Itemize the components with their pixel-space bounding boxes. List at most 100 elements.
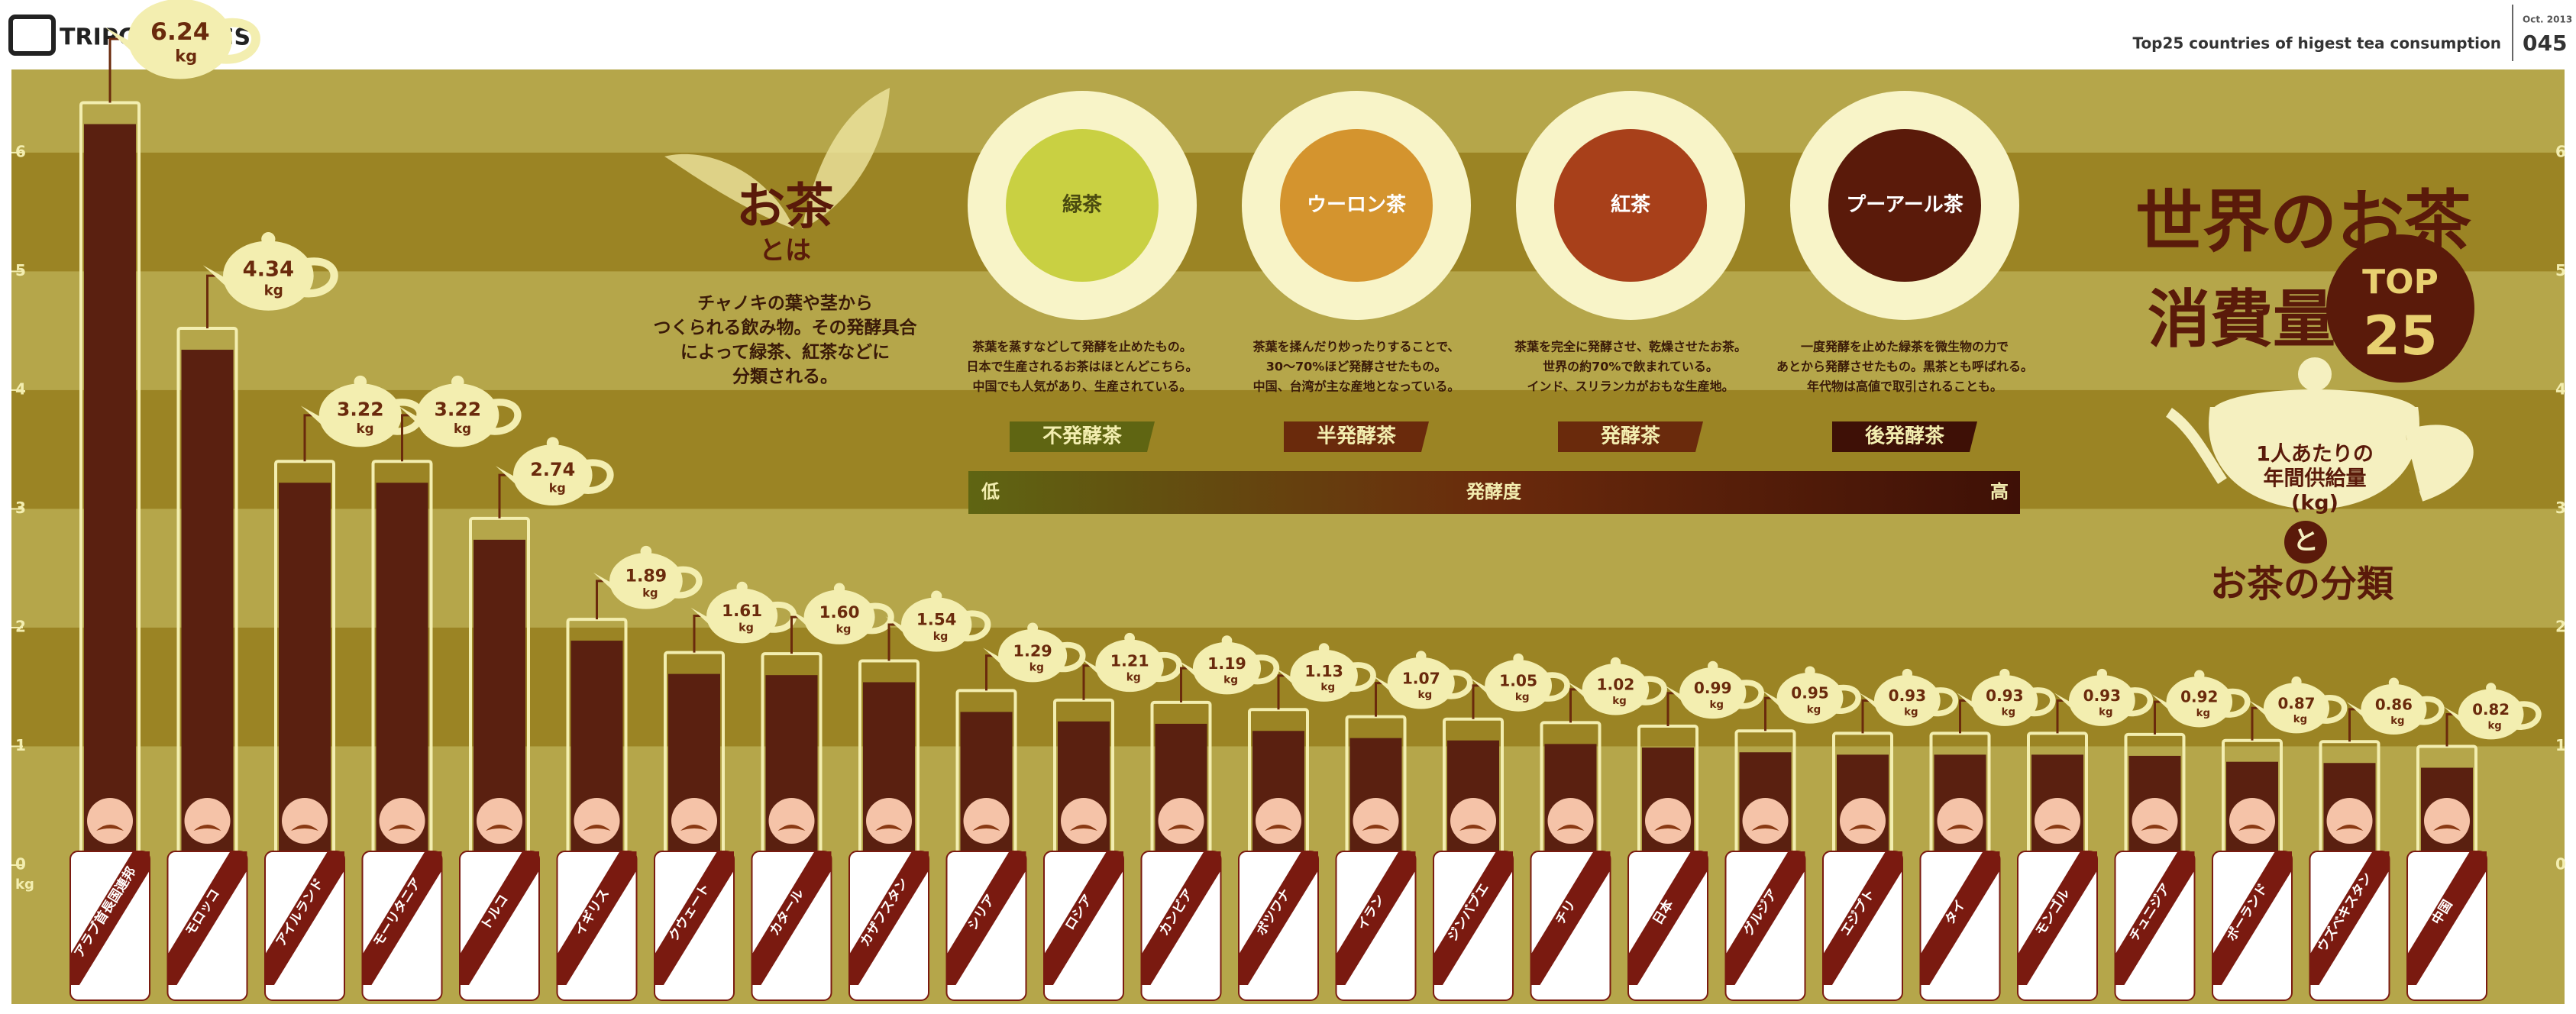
teapot-handle (1543, 672, 1570, 702)
panel-line: 年間供給量 (2264, 467, 2367, 491)
figure-head (379, 798, 425, 844)
value-label: 4.34 (243, 258, 295, 282)
y-tick-label-right: 2 (2555, 617, 2566, 635)
figure-head (1742, 798, 1789, 844)
panel-teapot (2165, 407, 2474, 509)
teapot-handle (219, 18, 260, 64)
unit-label: kg (1612, 696, 1627, 707)
teapot (223, 241, 314, 311)
teapot-spout (496, 466, 522, 491)
teapot (512, 444, 593, 506)
teapot-spout (983, 647, 1007, 670)
tea-stream (2251, 706, 2259, 741)
tea-description: 世界の約70%で飲まれている。 (1543, 360, 1718, 374)
teapot-knob (1027, 622, 1039, 634)
figure-head (1645, 798, 1691, 844)
value-label: 6.24 (150, 18, 210, 46)
figure-mustache (2238, 825, 2266, 831)
tea-liquid (1006, 129, 1159, 282)
figure-mustache (1265, 825, 1292, 831)
value-label: 1.21 (1110, 652, 1149, 670)
tea-description: 茶葉を揉んだり炒ったりすることで、 (1252, 340, 1460, 354)
figure-head (963, 798, 1010, 844)
figure-sash (1725, 851, 1805, 985)
unit-label: kg (454, 421, 471, 436)
tea-stream (1959, 699, 1967, 734)
teapot-handle (1640, 676, 1667, 706)
teapot-knob (1902, 668, 1913, 680)
figure-mustache (1459, 825, 1487, 831)
tea-stream (1472, 684, 1480, 719)
unit-label: kg (1223, 674, 1238, 686)
intro-title: お茶 (736, 179, 835, 236)
teapot (2166, 676, 2233, 728)
teapot-spout (1567, 681, 1590, 702)
figure-head (768, 798, 815, 844)
teapot-handle (1931, 687, 1959, 717)
top-label: TOP (2362, 263, 2439, 302)
tea-stream (2056, 699, 2064, 734)
issue-number: 045 (2523, 31, 2567, 56)
value-label: 0.93 (1889, 686, 1926, 705)
top-badge (2326, 234, 2474, 383)
tea-kind: 不発酵茶 (1042, 425, 1123, 448)
unit-label: kg (836, 623, 852, 635)
and-label: と (2293, 526, 2319, 557)
teapot-knob (1318, 643, 1330, 654)
figure-sash (1044, 851, 1123, 985)
tea-stream (1764, 696, 1772, 731)
tea-name: 紅茶 (1611, 194, 1651, 217)
ferment-low: 低 (981, 481, 1000, 502)
figure-head (866, 798, 912, 844)
value-label: 1.60 (819, 603, 860, 622)
panel-teapot-knob (2298, 357, 2332, 391)
teapot-handle (488, 399, 522, 435)
teapot (2458, 689, 2524, 740)
subtitle: Top25 countries of higest tea consumptio… (2132, 34, 2501, 53)
tea-description: 中国、台湾が主な産地となっている。 (1253, 379, 1460, 394)
value-label: 1.19 (1207, 654, 1246, 673)
tea-stream (303, 414, 313, 462)
unit-label: kg (1029, 661, 1044, 673)
teapot-knob (451, 375, 464, 389)
figure-mustache (972, 825, 1000, 831)
teapot-handle (673, 566, 703, 599)
unit-label: kg (1904, 707, 1918, 719)
value-label: 0.99 (1694, 679, 1732, 697)
teapot (318, 383, 402, 447)
band (11, 627, 2565, 747)
teapot-knob (1415, 651, 1427, 661)
figure-sash (2115, 851, 2195, 985)
teapot-spout (1275, 667, 1298, 689)
teapot-knob (2096, 668, 2108, 680)
figure-sash (849, 851, 929, 985)
teapot-handle (1349, 662, 1376, 692)
bar (181, 350, 234, 878)
value-label: 1.07 (1402, 670, 1440, 688)
teapot (416, 383, 499, 447)
figure-sash (2212, 851, 2292, 985)
logo-icon (8, 15, 56, 56)
teapot-knob (261, 232, 276, 247)
teapot-knob (354, 375, 367, 389)
teapot-knob (736, 581, 748, 593)
tea-stream (985, 654, 994, 691)
tea-stream (498, 473, 507, 518)
tea-stream (1666, 692, 1675, 727)
unit-label: kg (2390, 715, 2404, 727)
intro-line: によって緑茶、紅茶などに (680, 342, 890, 363)
teapot-spout (202, 265, 234, 293)
tea-stream (206, 274, 216, 329)
bar (84, 124, 136, 879)
figure-mustache (2433, 825, 2461, 831)
teapot-handle (2224, 688, 2251, 718)
teapot-spout (2054, 693, 2077, 714)
tea-description: 日本で生産されるお茶はほとんどこちら。 (966, 360, 1198, 374)
y-tick-label-right: 5 (2555, 261, 2566, 279)
figure-mustache (1362, 825, 1390, 831)
teapot (1679, 667, 1747, 719)
figure-mustache (1556, 825, 1585, 831)
teapot (803, 589, 875, 644)
teapot-handle (2126, 687, 2154, 717)
